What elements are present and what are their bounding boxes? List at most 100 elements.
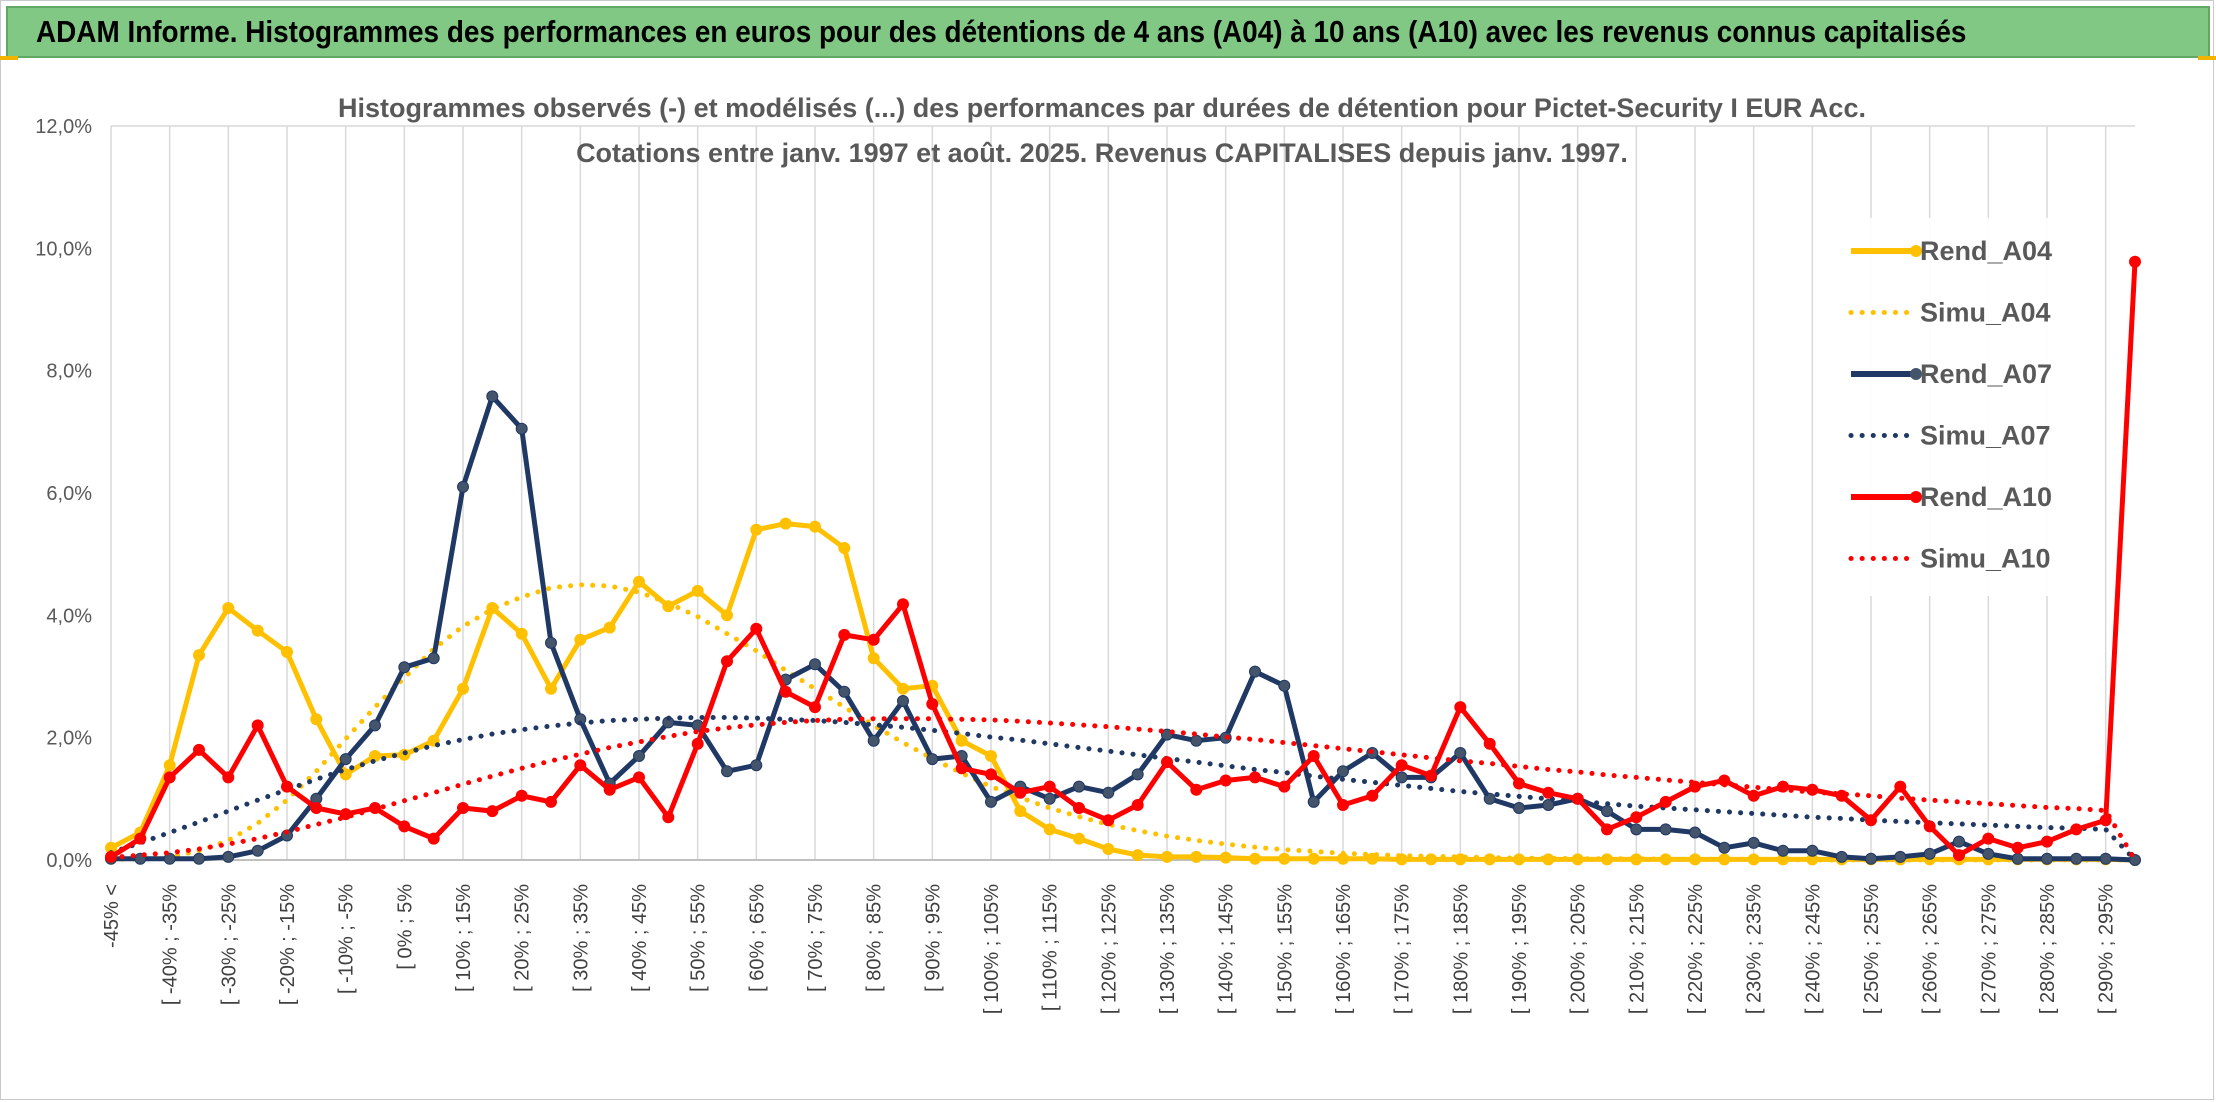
data-point-rend-a07 (1747, 836, 1760, 849)
data-point-rend-a07 (1513, 802, 1525, 814)
data-point-rend-a04 (457, 682, 469, 695)
data-point-rend-a07 (1659, 823, 1672, 836)
x-tick-label: [ 80% ; 85% (864, 884, 886, 992)
data-point-rend-a07 (1102, 786, 1115, 799)
data-point-rend-a07 (1953, 835, 1965, 848)
data-point-rend-a10 (193, 743, 205, 756)
x-tick-label: [ 270% ; 275% (1978, 884, 2000, 1014)
y-tick-label: 12,0% (35, 116, 92, 138)
corner-accent-right (2198, 56, 2216, 60)
data-point-rend-a10 (985, 768, 997, 781)
data-point-rend-a04 (545, 682, 557, 695)
data-point-rend-a07 (1043, 792, 1056, 805)
data-point-rend-a04 (633, 575, 645, 588)
data-point-rend-a04 (1278, 852, 1291, 865)
y-tick-label: 10,0% (35, 238, 92, 260)
data-point-rend-a10 (1102, 814, 1115, 827)
y-tick-label: 2,0% (46, 728, 92, 750)
data-point-rend-a07 (515, 422, 528, 435)
data-point-rend-a10 (1278, 780, 1291, 793)
series-layer (105, 255, 2141, 866)
data-point-rend-a04 (1073, 832, 1085, 845)
data-point-rend-a07 (1483, 792, 1496, 805)
data-point-rend-a10 (955, 762, 968, 775)
data-point-rend-a10 (1953, 849, 1965, 862)
data-point-rend-a07 (251, 844, 264, 857)
banner-title: ADAM Informe. Histogrammes des performan… (36, 14, 1967, 49)
data-point-rend-a10 (2011, 841, 2024, 854)
data-point-rend-a10 (1131, 799, 1144, 811)
data-point-rend-a10 (867, 633, 880, 646)
series-line-simu-a04 (108, 582, 2138, 863)
data-point-rend-a04 (1161, 850, 1173, 863)
x-tick-label: [ -40% ; -35% (160, 884, 182, 1005)
x-tick-label: [ -10% ; -5% (336, 884, 358, 994)
data-point-rend-a07 (486, 390, 499, 403)
series-line-rend-a07 (111, 393, 2136, 863)
data-point-rend-a07 (163, 852, 176, 865)
data-point-rend-a10 (486, 805, 499, 818)
data-point-rend-a07 (1806, 844, 1819, 857)
x-tick-label: [ 40% ; 45% (629, 884, 651, 992)
data-point-rend-a10 (1366, 789, 1379, 802)
legend: Rend_A04 Simu_A04 Rend_A07 Simu_A07 Rend_A10… (1838, 218, 2078, 596)
data-point-rend-a07 (2041, 852, 2053, 865)
data-point-rend-a10 (1659, 795, 1672, 808)
legend-label-rend-a07: Rend_A07 (1920, 359, 2052, 389)
x-tick-label: [ -20% ; -15% (277, 884, 299, 1005)
legend-label-simu-a10: Simu_A10 (1920, 544, 2051, 574)
data-point-rend-a10 (1542, 786, 1555, 799)
y-tick-label: 0,0% (46, 850, 92, 872)
data-point-rend-a07 (1131, 768, 1144, 781)
data-point-rend-a04 (897, 682, 909, 695)
data-point-rend-a07 (1601, 805, 1613, 818)
data-point-rend-a10 (134, 832, 147, 845)
data-point-rend-a10 (1865, 814, 1877, 827)
data-point-rend-a07 (1337, 765, 1349, 778)
x-tick-label: [ 70% ; 75% (805, 884, 827, 992)
data-point-rend-a07 (985, 795, 997, 808)
chart-title-line2: Cotations entre janv. 1997 et août. 2025… (576, 138, 1628, 168)
corner-accent-left (0, 56, 18, 60)
data-point-rend-a07 (1454, 747, 1467, 759)
x-tick-label: [ 220% ; 225% (1685, 884, 1707, 1014)
data-point-rend-a07 (897, 695, 909, 707)
x-tick-label: [ 50% ; 55% (688, 884, 710, 992)
data-point-rend-a04 (1131, 849, 1144, 862)
data-point-rend-a10 (398, 820, 411, 833)
data-point-rend-a07 (1689, 826, 1701, 839)
x-tick-label: [ 140% ; 145% (1216, 884, 1238, 1014)
legend-marker-rend-a07 (1910, 368, 1922, 380)
x-axis-ticks: -45% < [ -40% ; -35% [ -30% ; -25% [ -20% ;… (101, 884, 2118, 1014)
data-point-rend-a04 (603, 621, 616, 634)
data-point-rend-a07 (838, 685, 851, 698)
data-point-rend-a04 (985, 750, 997, 762)
data-point-rend-a07 (1073, 780, 1085, 793)
data-point-rend-a07 (1865, 852, 1877, 865)
data-point-rend-a07 (1630, 823, 1643, 836)
x-tick-label: -45% < (101, 884, 123, 948)
data-point-rend-a10 (1043, 780, 1056, 793)
data-point-rend-a10 (662, 811, 675, 824)
data-point-rend-a07 (926, 753, 939, 766)
x-tick-label: [ 180% ; 185% (1450, 884, 1472, 1014)
data-point-rend-a10 (574, 759, 587, 772)
data-point-rend-a04 (1043, 823, 1056, 836)
data-point-rend-a04 (310, 713, 323, 726)
series-line-simu-a07 (108, 715, 2138, 863)
x-tick-label: [ 100% ; 105% (981, 884, 1003, 1014)
data-point-rend-a07 (721, 765, 733, 778)
data-point-rend-a10 (427, 832, 440, 845)
data-point-rend-a10 (691, 737, 704, 750)
legend-label-rend-a04: Rend_A04 (1920, 236, 2052, 266)
data-point-rend-a10 (1571, 792, 1584, 805)
x-tick-label: [ 10% ; 15% (453, 884, 475, 992)
data-point-rend-a07 (1395, 771, 1408, 784)
x-tick-label: [ 170% ; 175% (1392, 884, 1414, 1014)
data-point-rend-a07 (1542, 799, 1555, 811)
data-point-rend-a10 (1014, 786, 1027, 799)
x-tick-label: [ 160% ; 165% (1333, 884, 1355, 1014)
data-point-rend-a07 (193, 852, 205, 865)
